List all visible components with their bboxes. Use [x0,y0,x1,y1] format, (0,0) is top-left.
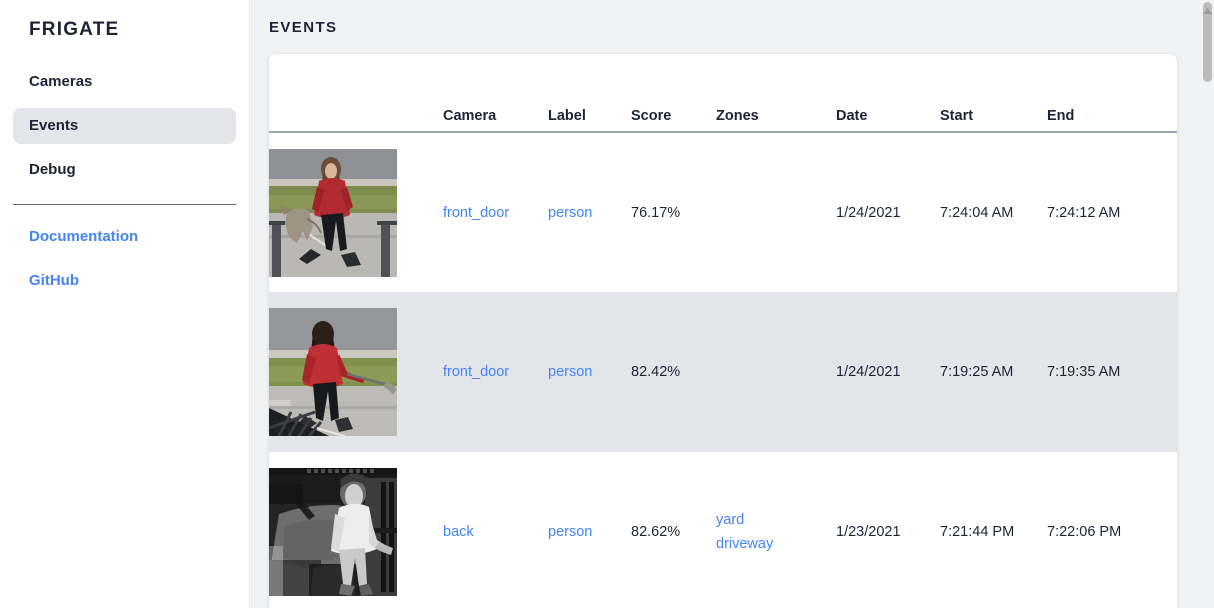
table-row[interactable]: back person 82.62% yard driveway 1/23/20… [269,452,1177,608]
event-camera-link[interactable]: front_door [443,204,510,221]
events-card: Camera Label Score Zones Date Start End [269,54,1177,608]
event-end-value: 7:24:12 AM [1047,204,1121,221]
event-score-value: 82.42% [631,364,681,380]
event-start-value: 7:19:25 AM [940,364,1014,380]
event-end-value: 7:19:35 AM [1047,364,1121,380]
event-end-cell: 7:24:12 AM [1047,132,1177,292]
page-title: EVENTS [269,19,338,36]
sidebar-link-documentation[interactable]: Documentation [29,228,139,245]
event-camera-cell: front_door [443,292,548,452]
column-header-label[interactable]: Label [548,108,586,124]
sidebar-item-events[interactable]: Events [13,108,236,144]
vertical-scrollbar-track[interactable] [1200,0,1214,608]
column-header-thumbnail [269,54,443,132]
event-label-cell: person [548,132,631,292]
event-start-cell: 7:24:04 AM [940,132,1047,292]
sidebar-divider [13,204,236,205]
event-thumbnail-daylight-dogwalker-2[interactable] [269,308,397,436]
column-header-score[interactable]: Score [631,108,672,124]
events-table: Camera Label Score Zones Date Start End [269,54,1177,608]
event-camera-link[interactable]: front_door [443,364,510,380]
event-start-value: 7:21:44 PM [940,524,1015,540]
event-zones-list: yard driveway [716,508,836,556]
scroll-up-arrow-icon[interactable] [1203,1,1212,14]
event-camera-cell: back [443,452,548,608]
event-label-cell: person [548,452,631,608]
event-date-cell: 1/23/2021 [836,452,940,608]
event-camera-cell: front_door [443,132,548,292]
event-zone-yard[interactable]: yard [716,512,745,528]
event-camera-link[interactable]: back [443,524,474,540]
table-header-row: Camera Label Score Zones Date Start End [269,54,1177,132]
event-date-value: 1/23/2021 [836,524,901,540]
event-label-link[interactable]: person [548,524,593,540]
event-zones-cell: yard driveway [716,452,836,608]
vertical-scrollbar-thumb[interactable] [1203,2,1212,82]
event-thumbnail-daylight-dogwalker-1[interactable] [269,148,397,277]
event-zone-driveway[interactable]: driveway [716,536,774,552]
event-date-cell: 1/24/2021 [836,132,940,292]
sidebar: FRIGATE Cameras Events Debug Documentati… [0,0,250,608]
event-score-value: 82.62% [631,524,681,540]
main-content: EVENTS Camera Label Score Zones Date Sta… [250,0,1214,608]
sidebar-link-github[interactable]: GitHub [29,272,79,289]
events-table-head: Camera Label Score Zones Date Start End [269,54,1177,132]
event-zones-cell [716,292,836,452]
event-start-value: 7:24:04 AM [940,204,1014,221]
event-thumbnail-cell [269,292,443,452]
event-end-cell: 7:19:35 AM [1047,292,1177,452]
sidebar-item-cameras[interactable]: Cameras [29,73,93,90]
event-thumbnail-cell [269,132,443,292]
column-header-date[interactable]: Date [836,108,868,124]
table-row[interactable]: front_door person 82.42% 1/24/2021 7:19:… [269,292,1177,452]
sidebar-item-debug[interactable]: Debug [29,161,76,178]
event-end-value: 7:22:06 PM [1047,524,1122,540]
event-score-cell: 82.62% [631,452,716,608]
event-zones-cell [716,132,836,292]
event-date-value: 1/24/2021 [836,204,901,221]
event-end-cell: 7:22:06 PM [1047,452,1177,608]
event-score-cell: 76.17% [631,132,716,292]
sidebar-nav: Cameras Events Debug Documentation GitHu… [0,64,249,297]
event-date-value: 1/24/2021 [836,364,901,380]
events-table-body: front_door person 76.17% 1/24/2021 7:24:… [269,132,1177,608]
column-header-camera[interactable]: Camera [443,108,497,124]
event-start-cell: 7:19:25 AM [940,292,1047,452]
event-label-link[interactable]: person [548,364,593,380]
event-label-cell: person [548,292,631,452]
event-score-value: 76.17% [631,204,681,221]
app-brand-title: FRIGATE [29,19,120,40]
column-header-zones[interactable]: Zones [716,108,759,124]
event-thumbnail-cell [269,452,443,608]
event-label-link[interactable]: person [548,204,593,221]
event-score-cell: 82.42% [631,292,716,452]
event-start-cell: 7:21:44 PM [940,452,1047,608]
column-header-end[interactable]: End [1047,108,1075,124]
event-thumbnail-night-infrared[interactable] [269,468,397,596]
column-header-start[interactable]: Start [940,108,974,124]
event-date-cell: 1/24/2021 [836,292,940,452]
table-row[interactable]: front_door person 76.17% 1/24/2021 7:24:… [269,132,1177,292]
